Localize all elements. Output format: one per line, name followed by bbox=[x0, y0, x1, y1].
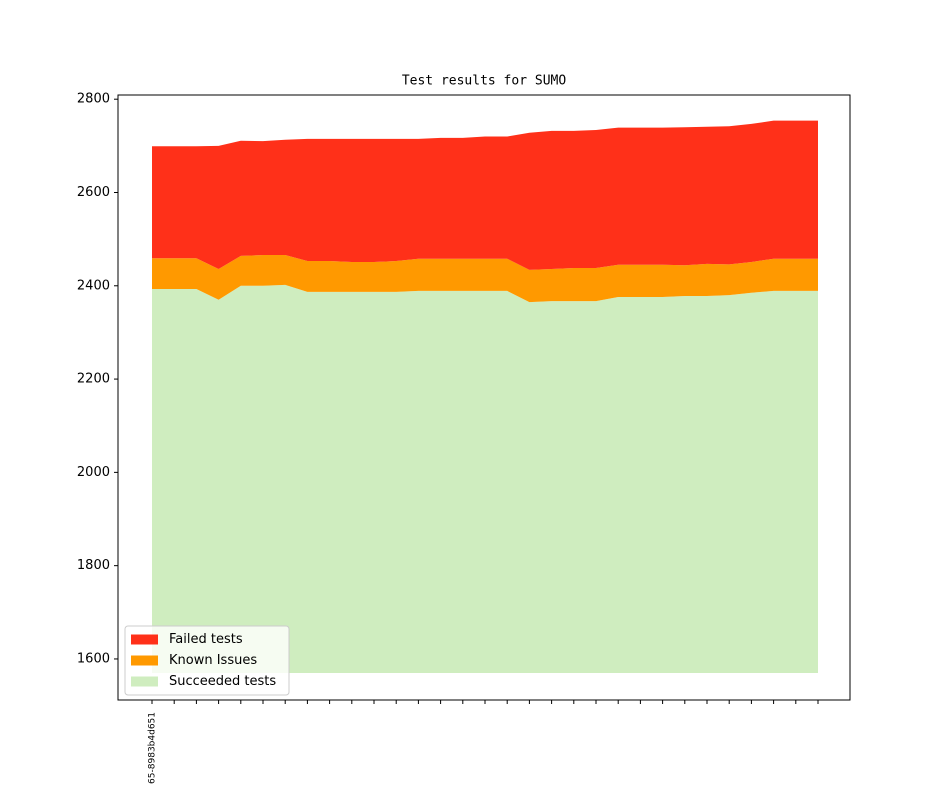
legend-swatch bbox=[131, 634, 158, 645]
legend-swatch bbox=[131, 655, 158, 666]
legend: Failed tests Known Issues Succeeded tests bbox=[124, 625, 290, 696]
y-tick-label: 1600 bbox=[77, 651, 110, 666]
area bbox=[152, 284, 818, 673]
y-tick-label: 2400 bbox=[77, 278, 110, 293]
y-tick-label: 2000 bbox=[77, 465, 110, 480]
y-tick-label: 2800 bbox=[77, 92, 110, 107]
legend-swatch bbox=[131, 676, 158, 687]
y-tick-label: 1800 bbox=[77, 558, 110, 573]
y-tick-label: 2600 bbox=[77, 185, 110, 200]
legend-label: Failed tests bbox=[169, 632, 243, 647]
chart-title: Test results for SUMO bbox=[402, 74, 567, 89]
area bbox=[152, 120, 818, 270]
y-tick-label: 2200 bbox=[77, 372, 110, 387]
legend-label: Succeeded tests bbox=[169, 674, 276, 689]
area bbox=[152, 255, 818, 303]
plot-frame bbox=[117, 94, 851, 701]
legend-label: Known Issues bbox=[169, 653, 257, 668]
x-tick-label: 65-8983b4d651 bbox=[148, 712, 158, 784]
legend-box bbox=[124, 625, 290, 696]
